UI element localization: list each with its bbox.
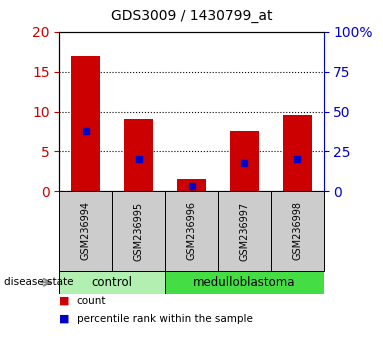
Text: ■: ■ — [59, 314, 70, 324]
Text: GSM236998: GSM236998 — [292, 201, 302, 261]
Text: control: control — [92, 276, 133, 289]
Text: medulloblastoma: medulloblastoma — [193, 276, 296, 289]
Text: percentile rank within the sample: percentile rank within the sample — [77, 314, 252, 324]
Bar — [71, 56, 100, 191]
Bar — [112, 191, 165, 271]
Bar — [165, 191, 218, 271]
Text: count: count — [77, 296, 106, 306]
Text: GSM236994: GSM236994 — [81, 201, 91, 261]
Text: ■: ■ — [59, 296, 70, 306]
Bar — [177, 179, 206, 191]
Bar — [59, 271, 165, 294]
Bar — [165, 271, 324, 294]
Bar — [283, 115, 312, 191]
Bar — [59, 191, 112, 271]
Text: GSM236996: GSM236996 — [187, 201, 196, 261]
Bar — [218, 191, 271, 271]
Bar — [124, 120, 153, 191]
Text: GSM236997: GSM236997 — [239, 201, 249, 261]
Bar — [230, 131, 259, 191]
Text: disease state: disease state — [4, 277, 73, 287]
Text: GSM236995: GSM236995 — [134, 201, 144, 261]
Bar — [271, 191, 324, 271]
Text: GDS3009 / 1430799_at: GDS3009 / 1430799_at — [111, 9, 272, 23]
